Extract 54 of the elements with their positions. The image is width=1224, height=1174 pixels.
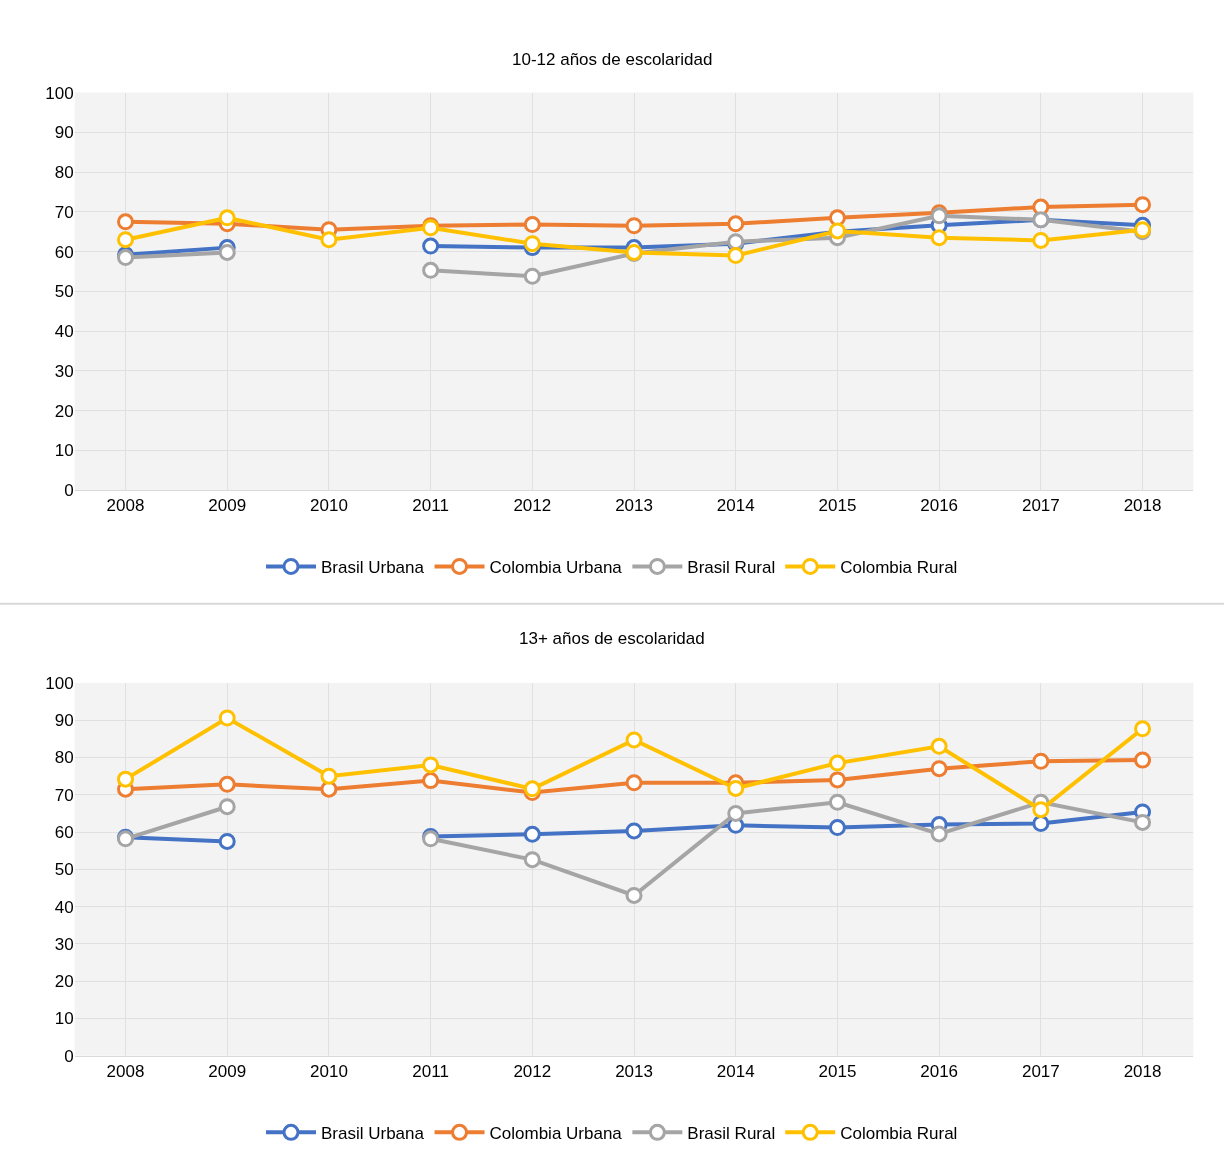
x-tick-label: 2008 [106, 1062, 145, 1082]
y-tick-label: 20 [54, 972, 74, 992]
x-tick-label: 2014 [716, 496, 755, 516]
y-tick-label: 10 [54, 441, 74, 461]
x-tick-label: 2009 [208, 1062, 247, 1082]
y-tick-label: 50 [54, 860, 74, 880]
y-tick-label: 90 [54, 123, 74, 143]
x-tick-label: 2015 [818, 1062, 857, 1082]
x-tick-label: 2010 [310, 496, 348, 516]
y-tick-label: 70 [54, 202, 74, 222]
x-tick-label: 2009 [208, 496, 247, 516]
y-tick-label: 90 [54, 711, 74, 731]
x-tick-label: 2012 [513, 496, 552, 516]
y-tick-label: 40 [54, 322, 74, 342]
y-tick-label: 10 [54, 1009, 74, 1029]
y-tick-label: 100 [45, 83, 74, 103]
y-tick-label: 80 [54, 163, 74, 183]
y-tick-label: 100 [45, 673, 74, 693]
x-tick-label: 2008 [106, 496, 145, 516]
y-tick-label: 0 [64, 1046, 74, 1066]
x-tick-label: 2016 [920, 496, 959, 516]
legend-label: Colombia Rural [840, 1123, 958, 1143]
y-tick-label: 40 [54, 897, 74, 917]
y-tick-label: 60 [54, 242, 74, 262]
x-tick-label: 2018 [1123, 1062, 1162, 1082]
x-tick-label: 2011 [412, 1062, 449, 1082]
y-tick-label: 80 [54, 748, 74, 768]
y-tick-label: 30 [54, 361, 74, 381]
x-tick-label: 2015 [818, 496, 857, 516]
x-tick-label: 2013 [615, 1062, 653, 1082]
chart-title: 13+ años de escolaridad [519, 629, 705, 648]
x-tick-label: 2014 [716, 1062, 755, 1082]
x-tick-label: 2010 [310, 1062, 348, 1082]
legend-label: Colombia Urbana [489, 558, 623, 578]
legend-label: Brasil Urbana [321, 1123, 425, 1143]
legend-label: Colombia Urbana [489, 1123, 623, 1143]
y-tick-label: 20 [54, 401, 74, 421]
x-tick-label: 2018 [1123, 496, 1162, 516]
y-tick-label: 60 [54, 823, 74, 843]
y-tick-label: 0 [64, 481, 74, 501]
legend-label: Brasil Rural [687, 558, 776, 578]
x-tick-label: 2012 [513, 1062, 552, 1082]
x-tick-label: 2017 [1021, 1062, 1060, 1082]
y-tick-label: 50 [54, 282, 74, 302]
legend-label: Colombia Rural [840, 558, 958, 578]
y-tick-label: 30 [54, 934, 74, 954]
x-tick-label: 2013 [615, 496, 653, 516]
legend-label: Brasil Rural [687, 1123, 776, 1143]
x-tick-label: 2011 [412, 496, 449, 516]
chart-title: 10-12 años de escolaridad [512, 50, 713, 69]
x-tick-label: 2016 [920, 1062, 959, 1082]
legend-label: Brasil Urbana [321, 558, 425, 578]
x-tick-label: 2017 [1021, 496, 1060, 516]
y-tick-label: 70 [54, 785, 74, 805]
